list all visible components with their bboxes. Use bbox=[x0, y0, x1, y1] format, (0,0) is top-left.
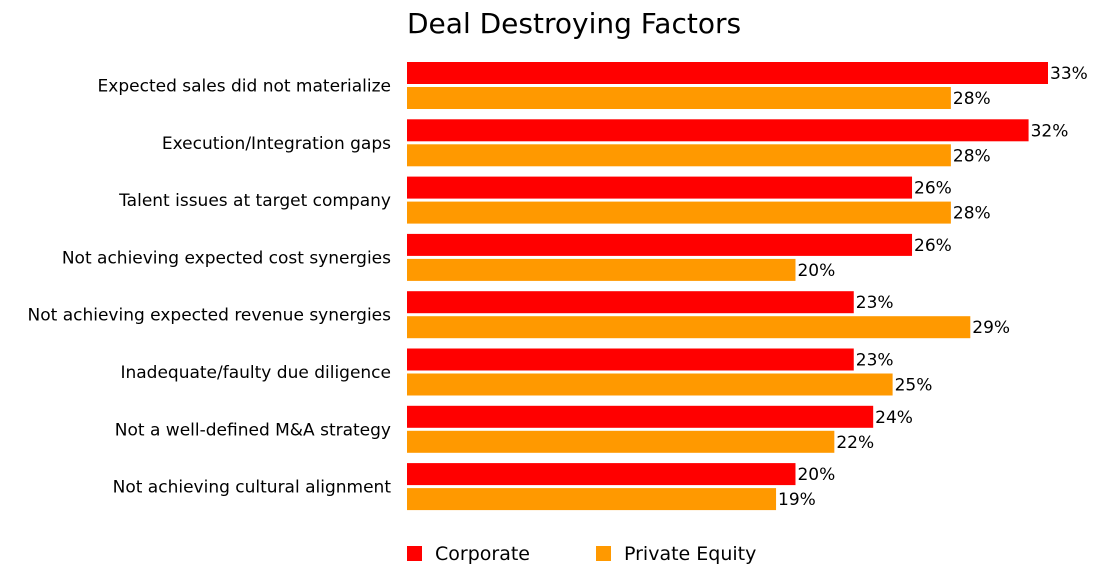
bar-private-equity bbox=[407, 488, 777, 511]
category-label: Execution/Integration gaps bbox=[162, 134, 391, 154]
bar-corporate bbox=[407, 348, 854, 371]
data-label: 29% bbox=[972, 318, 1010, 338]
data-label: 28% bbox=[953, 204, 991, 224]
data-label: 28% bbox=[953, 89, 991, 109]
category-label: Not achieving cultural alignment bbox=[113, 478, 392, 498]
bar-corporate bbox=[407, 176, 913, 199]
category-label: Not achieving expected revenue synergies bbox=[28, 306, 392, 326]
bar-private-equity bbox=[407, 258, 796, 281]
bar-corporate bbox=[407, 119, 1029, 142]
bar-private-equity bbox=[407, 201, 951, 224]
legend-swatch-corporate bbox=[407, 546, 422, 561]
data-label: 33% bbox=[1050, 64, 1088, 84]
category-label: Not achieving expected cost synergies bbox=[62, 248, 391, 268]
legend-swatch-private-equity bbox=[596, 546, 611, 561]
legend-label: Corporate bbox=[435, 543, 530, 565]
bar-private-equity bbox=[407, 316, 971, 339]
data-label: 25% bbox=[895, 376, 933, 396]
legend: Corporate Private Equity bbox=[407, 543, 756, 565]
category-label: Inadequate/faulty due diligence bbox=[120, 363, 391, 383]
bars-layer: Expected sales did not materialize 33% 28%… bbox=[28, 62, 1088, 511]
data-label: 20% bbox=[797, 465, 835, 485]
data-label: 20% bbox=[797, 261, 835, 281]
data-label: 23% bbox=[856, 293, 894, 313]
category-label: Talent issues at target company bbox=[118, 191, 391, 211]
data-label: 24% bbox=[875, 408, 913, 428]
category-label: Not a well-defined M&A strategy bbox=[115, 420, 391, 440]
bar-private-equity bbox=[407, 373, 893, 396]
bar-corporate bbox=[407, 291, 854, 314]
legend-label: Private Equity bbox=[624, 543, 756, 565]
bar-private-equity bbox=[407, 87, 951, 109]
data-label: 28% bbox=[953, 146, 991, 166]
data-label: 26% bbox=[914, 236, 952, 256]
data-label: 22% bbox=[836, 433, 874, 453]
data-label: 23% bbox=[856, 351, 894, 371]
data-label: 19% bbox=[778, 490, 816, 510]
chart-title: Deal Destroying Factors bbox=[407, 7, 741, 40]
data-label: 26% bbox=[914, 179, 952, 199]
bar-private-equity bbox=[407, 144, 951, 167]
bar-private-equity bbox=[407, 430, 835, 453]
data-label: 32% bbox=[1031, 121, 1069, 141]
bar-corporate bbox=[407, 233, 913, 256]
bar-corporate bbox=[407, 405, 874, 428]
bar-corporate bbox=[407, 463, 796, 486]
category-label: Expected sales did not materialize bbox=[98, 77, 391, 97]
bar-corporate bbox=[407, 62, 1048, 84]
